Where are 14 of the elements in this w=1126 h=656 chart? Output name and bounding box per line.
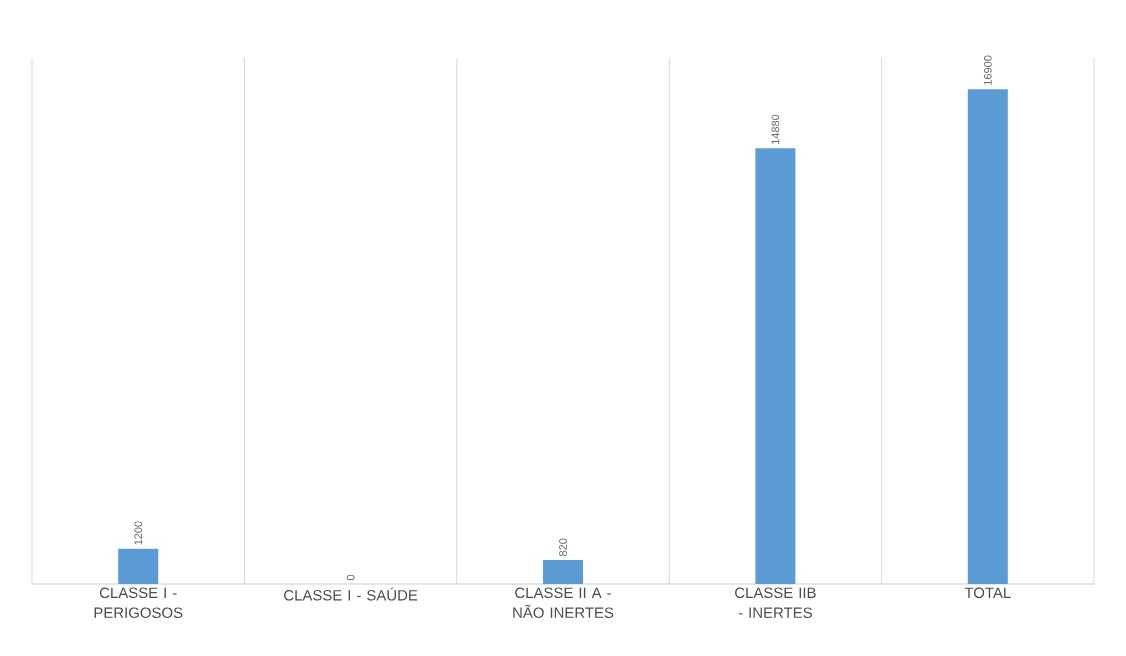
bar (118, 548, 159, 584)
x-tick-label: TOTAL (964, 587, 1011, 599)
bar (755, 148, 796, 584)
data-label: 16900 (983, 55, 992, 85)
data-label: 14880 (771, 114, 780, 144)
data-label: 0 (346, 574, 355, 581)
x-tick-label: CLASSE II A - NÃO INERTES (513, 587, 614, 619)
x-tick-label: CLASSE I - SAÚDE (284, 587, 418, 601)
bar (543, 559, 584, 584)
x-tick-label: CLASSE I - PERIGOSOS (94, 587, 183, 619)
data-label: 1200 (134, 521, 143, 545)
bar (967, 89, 1008, 584)
x-tick-label: CLASSE IIB - INERTES (735, 587, 816, 619)
data-label: 820 (559, 538, 567, 556)
